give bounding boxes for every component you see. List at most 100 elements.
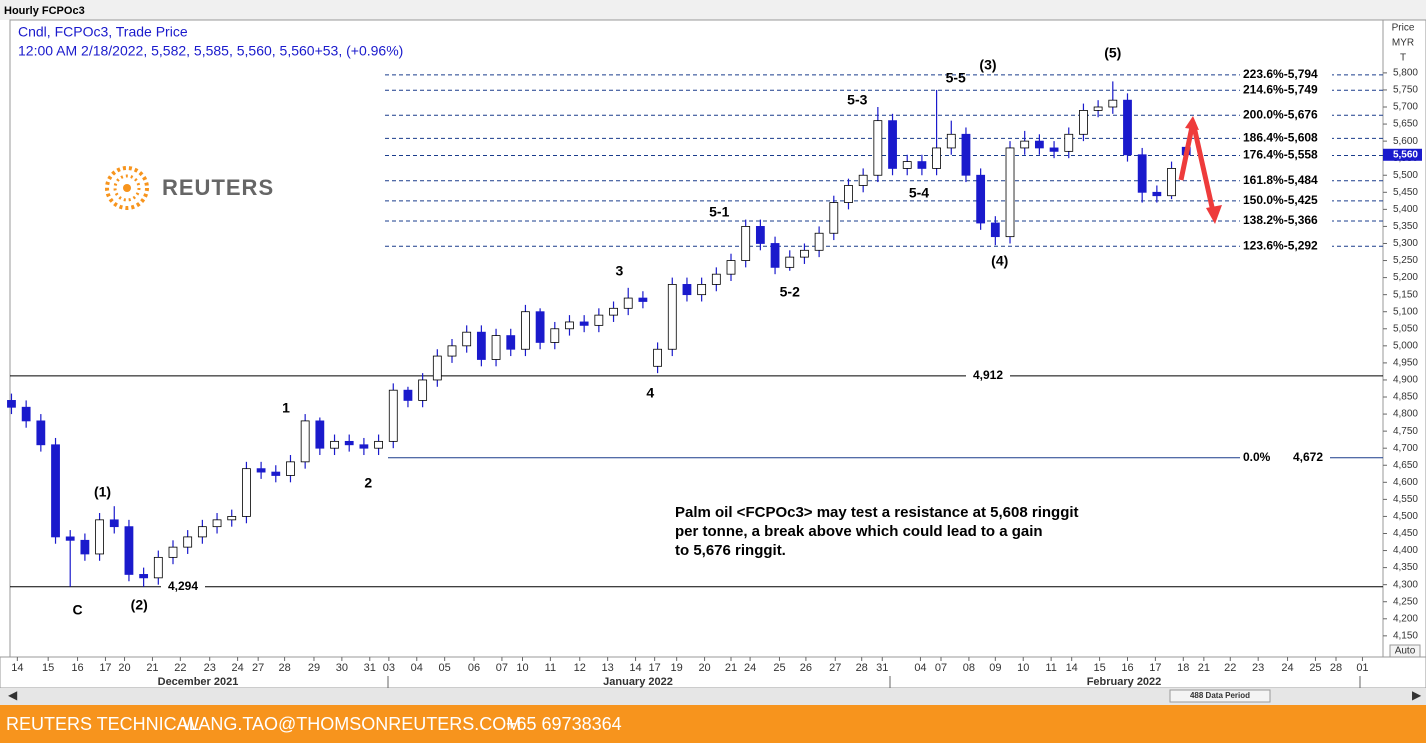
candle-body	[800, 249, 809, 258]
y-tick-label: 4,750	[1393, 426, 1418, 437]
support-label: 4,912	[973, 368, 1003, 382]
y-tick-label: 5,150	[1393, 289, 1418, 300]
candle-body	[388, 389, 398, 442]
legend-line: 12:00 AM 2/18/2022, 5,582, 5,585, 5,560,…	[18, 43, 403, 59]
y-tick-label: 5,600	[1393, 136, 1418, 147]
scroll-left[interactable]: ◀	[8, 688, 18, 702]
x-tick-label: 20	[698, 662, 710, 674]
candle-body	[95, 519, 104, 555]
footer-text: WANG.TAO@THOMSONREUTERS.COM	[182, 714, 521, 734]
x-tick-label: 28	[278, 662, 290, 674]
scroll-bar[interactable]	[0, 688, 1426, 705]
y-tick-label: 5,100	[1393, 306, 1418, 317]
label-bg	[1240, 173, 1332, 188]
last-price-label: 5,560	[1393, 149, 1418, 160]
candle-body	[403, 389, 413, 401]
candle-body	[976, 174, 986, 224]
x-tick-label: 04	[914, 662, 926, 674]
candle-body	[1049, 147, 1059, 152]
wave-label: 1	[282, 400, 290, 416]
footer-text: REUTERS TECHNICAL	[6, 714, 199, 734]
candle-body	[697, 284, 707, 296]
candle-body	[1167, 168, 1176, 197]
axis-title: MYR	[1392, 38, 1414, 49]
y-tick-label: 5,500	[1393, 170, 1418, 181]
candle-body	[21, 406, 31, 422]
candle-body	[271, 471, 281, 476]
month-label: December 2021	[158, 676, 239, 688]
candle-body	[990, 222, 1000, 238]
candle-body	[153, 556, 163, 579]
month-label: January 2022	[603, 676, 673, 688]
x-tick-label: 25	[1309, 662, 1321, 674]
candle-body	[462, 331, 472, 347]
x-tick-label: 17	[1149, 662, 1161, 674]
x-tick-label: 23	[204, 662, 216, 674]
x-tick-label: 07	[496, 662, 508, 674]
candle-body	[579, 321, 589, 326]
date-axis	[0, 656, 1426, 689]
logo-mark	[113, 174, 141, 202]
candle-body	[814, 232, 824, 251]
footer-bar	[0, 705, 1426, 743]
fib-label: 214.6%-5,749	[1243, 82, 1318, 96]
x-tick-label: 21	[1198, 662, 1210, 674]
candle-body	[65, 536, 75, 541]
x-tick-label: 13	[602, 662, 614, 674]
candle-body	[1152, 191, 1162, 197]
footer-text: +65 69738364	[506, 714, 622, 734]
candle-body	[36, 420, 46, 446]
candle-body	[521, 311, 530, 350]
y-tick-label: 5,450	[1393, 187, 1418, 198]
label-bg	[1240, 193, 1332, 208]
candle-body	[432, 355, 442, 381]
x-tick-label: 24	[231, 662, 243, 674]
x-tick-label: 21	[725, 662, 737, 674]
y-tick-label: 5,750	[1393, 85, 1418, 96]
x-tick-label: 29	[308, 662, 320, 674]
candle-body	[638, 297, 648, 302]
candle-body	[946, 133, 956, 149]
wave-label: 5-2	[780, 284, 800, 300]
y-tick-label: 4,500	[1393, 511, 1418, 522]
label-bg	[1240, 213, 1332, 228]
wave-label: 5-4	[909, 185, 929, 201]
fib-label: 186.4%-5,608	[1243, 131, 1318, 145]
candle-body	[315, 420, 325, 449]
candle-body	[227, 516, 237, 521]
wave-label: 4	[646, 385, 654, 401]
candle-body	[168, 546, 178, 558]
fib-label: 223.6%-5,794	[1243, 67, 1318, 81]
scroll-right[interactable]: ▶	[1412, 688, 1422, 702]
fib-label: 150.0%-5,425	[1243, 193, 1318, 207]
annotation: per tonne, a break above which could lea…	[675, 523, 1043, 540]
label-bg	[161, 579, 205, 594]
candle-body	[476, 331, 486, 360]
x-tick-label: 18	[1177, 662, 1189, 674]
auto-box[interactable]	[1389, 644, 1421, 658]
y-tick-label: 5,250	[1393, 255, 1418, 266]
candle-body	[7, 400, 16, 408]
x-tick-label: 12	[574, 662, 586, 674]
candle-body	[565, 321, 574, 330]
fib-label: 123.6%-5,292	[1243, 238, 1318, 252]
y-tick-label: 4,300	[1393, 579, 1418, 590]
y-tick-label: 4,150	[1393, 630, 1418, 641]
candle-body	[51, 444, 60, 538]
month-label: February 2022	[1087, 676, 1162, 688]
x-tick-label: 21	[146, 662, 158, 674]
y-tick-label: 5,350	[1393, 221, 1418, 232]
auto-label[interactable]: Auto	[1395, 646, 1416, 657]
x-tick-label: 07	[935, 662, 947, 674]
x-tick-label: 06	[468, 662, 480, 674]
candle-body	[667, 284, 677, 350]
title-bar	[0, 0, 1426, 20]
candle-body	[491, 335, 501, 360]
fib-label: 138.2%-5,366	[1243, 213, 1318, 227]
logo-mark	[123, 184, 131, 192]
label-bg	[1240, 131, 1332, 146]
candle-body	[418, 379, 428, 401]
candle-body	[653, 348, 662, 367]
